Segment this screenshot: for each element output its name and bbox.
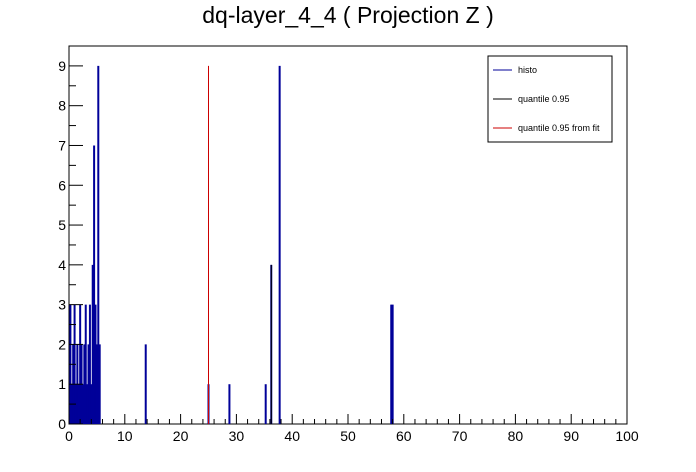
x-tick-label: 40	[284, 428, 300, 444]
x-tick-label: 20	[173, 428, 189, 444]
y-tick-label: 0	[58, 416, 66, 432]
y-tick-label: 4	[58, 257, 66, 273]
legend-label-0: histo	[518, 65, 537, 75]
y-tick-label: 3	[58, 297, 66, 313]
y-tick-label: 9	[58, 58, 66, 74]
chart-title: dq-layer_4_4 ( Projection Z )	[202, 2, 494, 28]
y-tick-label: 6	[58, 177, 66, 193]
x-tick-label: 100	[615, 428, 639, 444]
legend-label-1: quantile 0.95	[518, 94, 570, 104]
x-tick-label: 70	[452, 428, 468, 444]
y-tick-label: 7	[58, 137, 66, 153]
y-tick-label: 1	[58, 376, 66, 392]
x-tick-label: 50	[340, 428, 356, 444]
y-tick-label: 5	[58, 217, 66, 233]
y-tick-label: 2	[58, 336, 66, 352]
x-tick-label: 90	[563, 428, 579, 444]
x-tick-label: 0	[65, 428, 73, 444]
x-tick-label: 10	[117, 428, 133, 444]
x-tick-label: 60	[396, 428, 412, 444]
y-tick-label: 8	[58, 98, 66, 114]
x-tick-label: 30	[229, 428, 245, 444]
x-tick-label: 80	[508, 428, 524, 444]
legend-label-2: quantile 0.95 from fit	[518, 123, 600, 133]
